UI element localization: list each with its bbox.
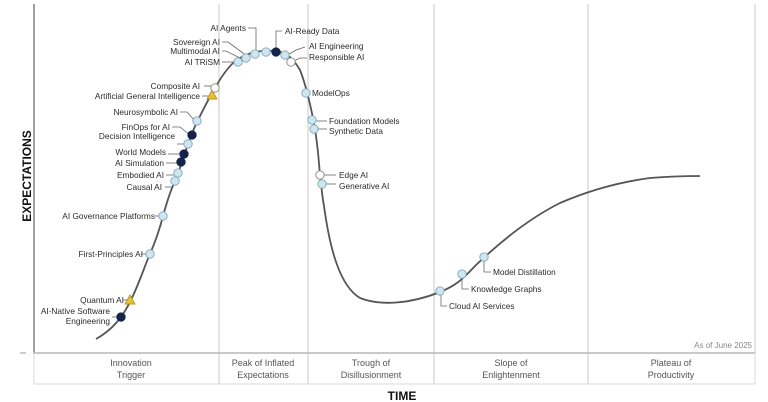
phase-dividers <box>218 4 756 384</box>
label-responsible-ai: Responsible AI <box>309 52 364 62</box>
label-cloud-ai-services: Cloud AI Services <box>449 301 514 311</box>
marker-knowledge-graphs[interactable] <box>457 269 467 279</box>
marker-first-principles-ai[interactable] <box>145 249 155 259</box>
phase-trough-l2: Disillusionment <box>341 370 402 380</box>
marker-quantum-ai[interactable] <box>124 294 136 305</box>
marker-ai-engineering[interactable] <box>280 50 290 60</box>
label-first-principles-ai: First-Principles AI <box>78 249 143 259</box>
label-multimodal-ai: Multimodal AI <box>170 46 220 56</box>
phase-plateau-l2: Productivity <box>648 370 695 380</box>
label-knowledge-graphs: Knowledge Graphs <box>471 284 542 294</box>
marker-foundation-models[interactable] <box>307 115 317 125</box>
label-finops: FinOps for AI <box>122 122 170 132</box>
label-ai-simulation: AI Simulation <box>115 158 164 168</box>
marker-agi[interactable] <box>206 89 218 100</box>
as-of-date: As of June 2025 <box>694 341 752 350</box>
marker-edge-ai[interactable] <box>315 170 325 180</box>
marker-ai-trism[interactable] <box>233 57 243 67</box>
marker-decision-intelligence[interactable] <box>183 139 193 149</box>
marker-ai-simulation[interactable] <box>176 157 186 167</box>
marker-responsible-ai[interactable] <box>286 57 296 67</box>
phase-peak-l2: Expectations <box>237 370 289 380</box>
marker-modelops[interactable] <box>301 88 311 98</box>
label-causal-ai: Causal AI <box>126 182 162 192</box>
label-ai-engineering: AI Engineering <box>309 41 364 51</box>
marker-causal-ai[interactable] <box>170 176 180 186</box>
label-decision-intelligence: Decision Intelligence <box>99 131 175 141</box>
phase-innovation-trigger-l2: Trigger <box>117 370 145 380</box>
label-ai-native-1: AI-Native Software <box>41 306 111 316</box>
label-ai-native-2: Engineering <box>66 316 111 326</box>
label-world-models: World Models <box>115 147 166 157</box>
x-axis-title: TIME <box>388 389 417 402</box>
phase-innovation-trigger-l1: Innovation <box>110 358 152 368</box>
label-neurosymbolic: Neurosymbolic AI <box>113 107 178 117</box>
marker-composite-ai[interactable] <box>210 83 220 93</box>
label-modelops: ModelOps <box>312 88 350 98</box>
label-synthetic-data: Synthetic Data <box>329 126 383 136</box>
phase-label-box <box>33 352 756 385</box>
marker-ai-ready-data[interactable] <box>271 47 281 57</box>
marker-ai-native-software-engineering[interactable] <box>116 312 126 322</box>
y-axis-title: EXPECTATIONS <box>20 130 34 222</box>
marker-synthetic-data[interactable] <box>309 124 319 134</box>
label-ai-trism: AI TRiSM <box>185 57 220 67</box>
label-quantum-ai: Quantum AI <box>80 295 124 305</box>
phase-slope-l2: Enlightenment <box>482 370 540 380</box>
label-composite-ai: Composite AI <box>151 81 200 91</box>
label-model-distillation: Model Distillation <box>493 267 556 277</box>
label-ai-agents: AI Agents <box>210 23 246 33</box>
label-embodied-ai: Embodied AI <box>117 170 164 180</box>
marker-ai-governance-platforms[interactable] <box>158 211 168 221</box>
label-foundation-models: Foundation Models <box>329 116 400 126</box>
label-generative-ai: Generative AI <box>339 181 389 191</box>
marker-generative-ai[interactable] <box>317 179 327 189</box>
markers <box>116 47 489 322</box>
label-ai-governance: AI Governance Platforms <box>62 211 155 221</box>
marker-model-distillation[interactable] <box>479 252 489 262</box>
marker-world-models[interactable] <box>179 149 189 159</box>
label-ai-ready-data: AI-Ready Data <box>285 26 340 36</box>
phase-labels: Innovation Trigger Peak of Inflated Expe… <box>110 358 695 380</box>
label-edge-ai: Edge AI <box>339 170 368 180</box>
marker-sovereign-ai[interactable] <box>250 49 260 59</box>
marker-finops-for-ai[interactable] <box>187 130 197 140</box>
label-sovereign-ai: Sovereign AI <box>173 37 220 47</box>
hype-curve <box>95 49 701 340</box>
marker-embodied-ai[interactable] <box>173 168 183 178</box>
marker-cloud-ai-services[interactable] <box>435 286 445 296</box>
marker-neurosymbolic-ai[interactable] <box>192 116 202 126</box>
label-agi: Artificial General Intelligence <box>95 91 201 101</box>
phase-peak-l1: Peak of Inflated <box>232 358 295 368</box>
marker-ai-agents[interactable] <box>261 47 271 57</box>
marker-multimodal-ai[interactable] <box>241 53 251 63</box>
phase-slope-l1: Slope of <box>494 358 528 368</box>
phase-trough-l1: Trough of <box>352 358 391 368</box>
technology-labels: AI-Native Software Engineering Quantum A… <box>41 23 556 326</box>
phase-plateau-l1: Plateau of <box>651 358 692 368</box>
